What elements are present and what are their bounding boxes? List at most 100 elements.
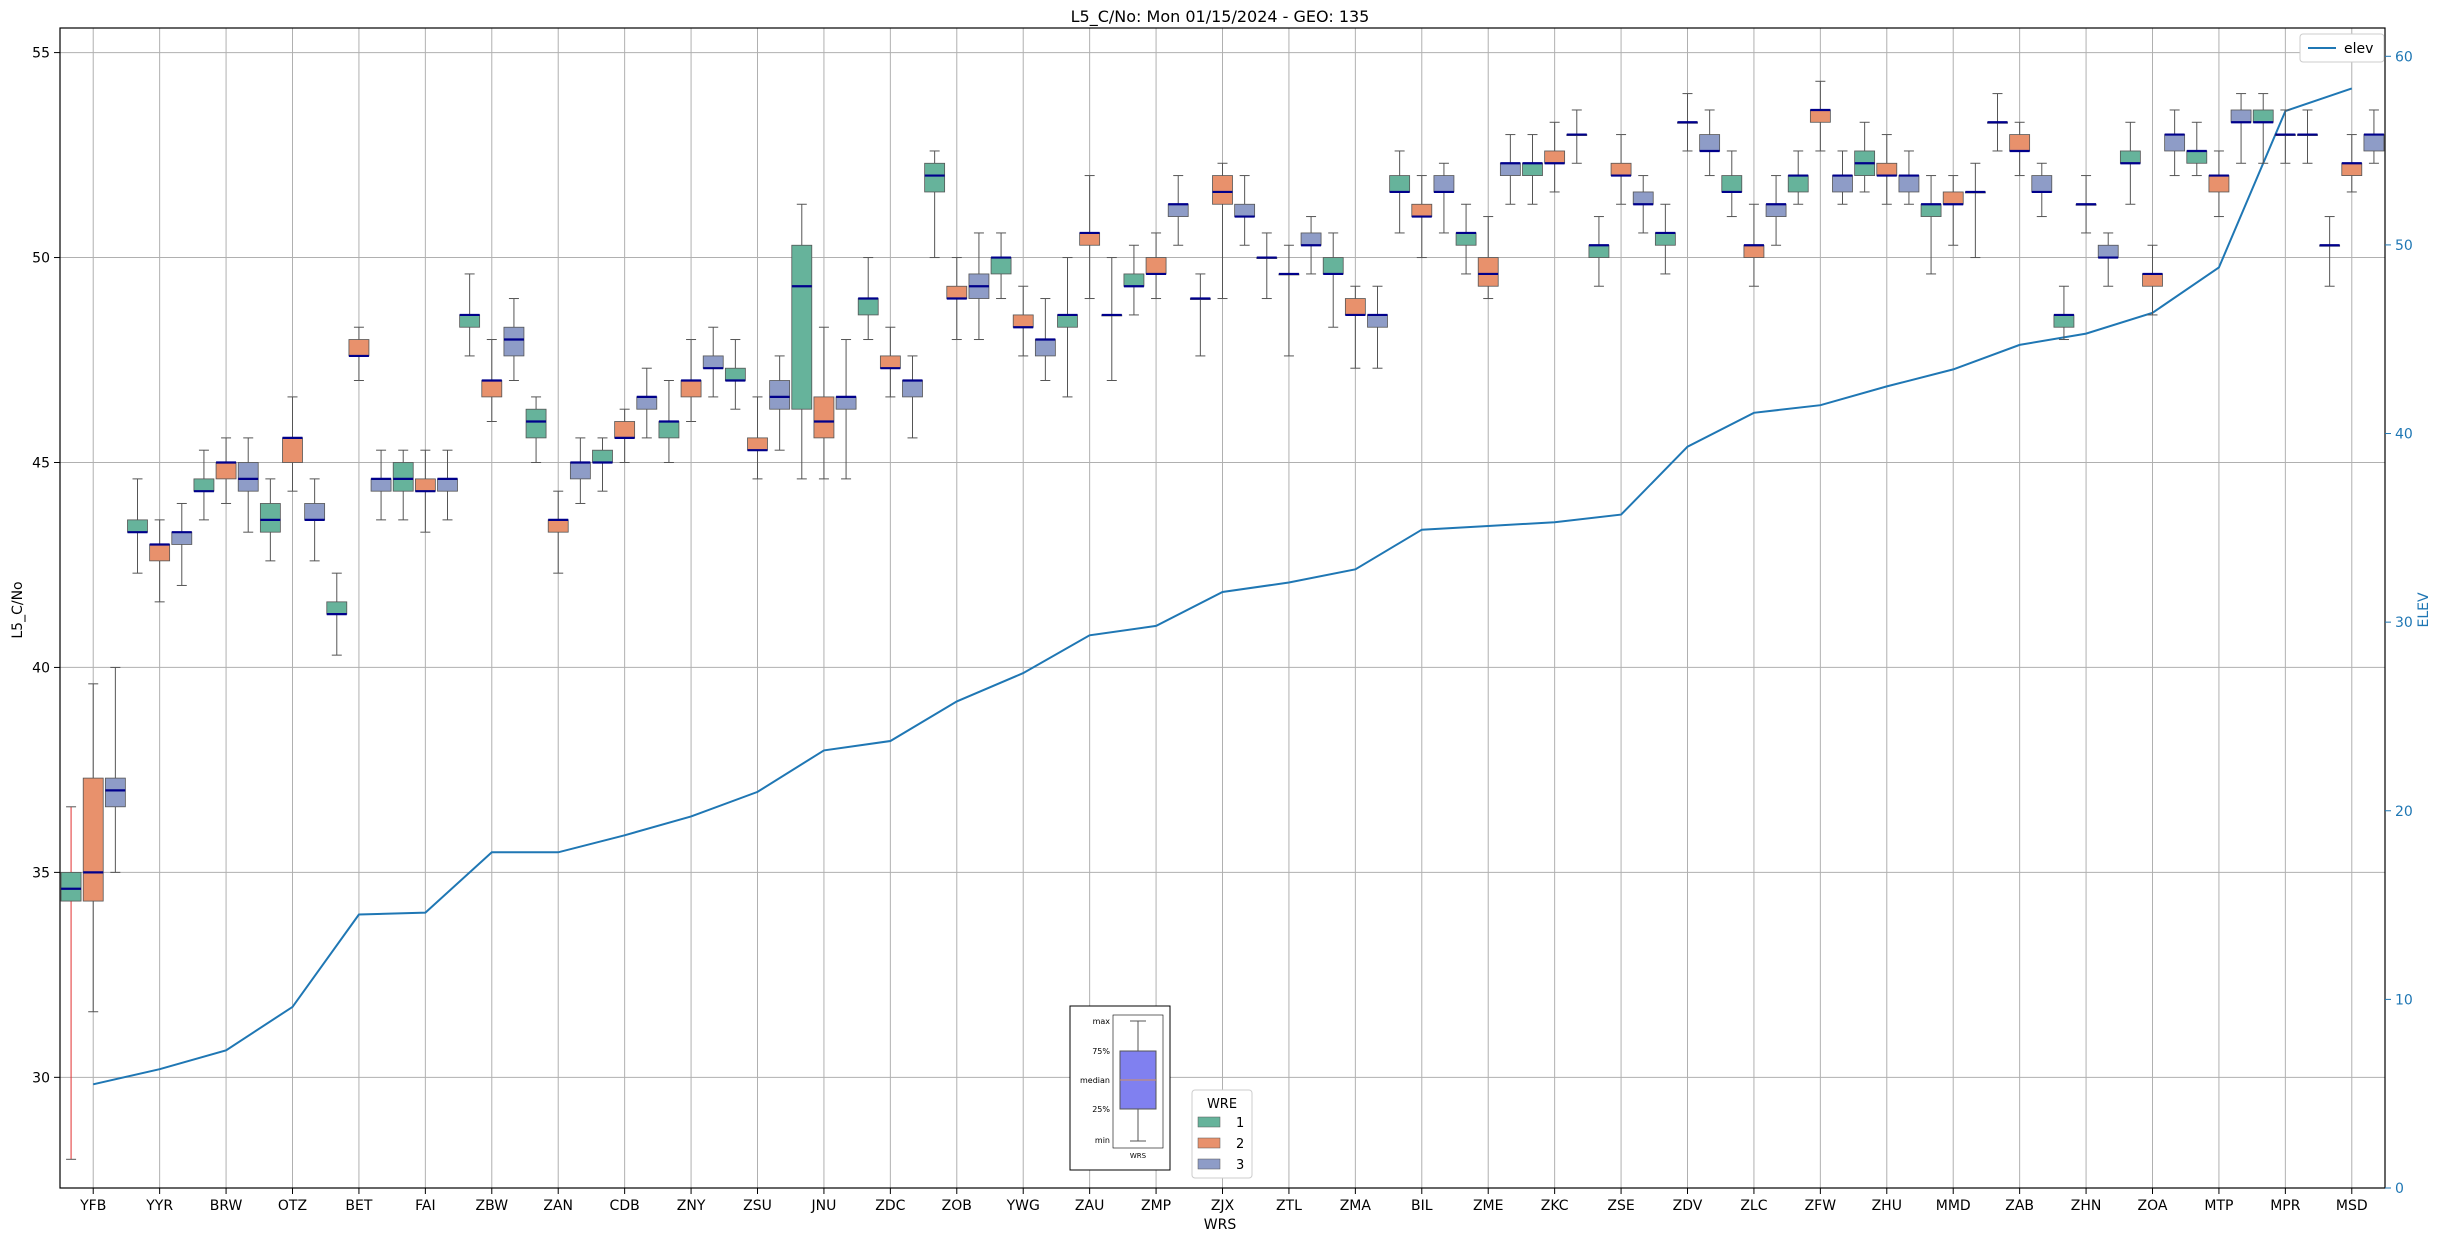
box-iqr bbox=[370, 478, 392, 492]
box-iqr bbox=[791, 244, 813, 410]
key-label-max: max bbox=[1093, 1017, 1111, 1026]
box-iqr bbox=[924, 162, 946, 193]
box-iqr bbox=[282, 437, 303, 463]
x-tick-label: MSD bbox=[2336, 1198, 2368, 1214]
box-ZHU-wre1 bbox=[1854, 121, 1876, 193]
box-iqr bbox=[1145, 257, 1167, 275]
legend-wre: WRE 1 2 3 bbox=[1191, 1089, 1253, 1179]
x-tick-label: YWG bbox=[1006, 1198, 1040, 1214]
x-tick-label: ZME bbox=[1473, 1198, 1504, 1214]
box-ZSU-wre3 bbox=[769, 355, 791, 451]
x-tick-label: ZAN bbox=[543, 1198, 573, 1214]
box-ZHN-wre1 bbox=[2053, 285, 2075, 341]
box-MSD-wre2 bbox=[2341, 134, 2363, 193]
box-iqr bbox=[1212, 175, 1233, 205]
box-BIL-wre2 bbox=[1411, 175, 1433, 259]
box-YWG-wre3 bbox=[1034, 298, 1056, 382]
legend-elev: elev bbox=[2299, 33, 2385, 63]
box-BIL-wre3 bbox=[1433, 162, 1455, 234]
box-ZDC-wre1 bbox=[857, 257, 879, 341]
box-MSD-wre3 bbox=[2363, 109, 2385, 164]
box-ZMA-wre3 bbox=[1367, 285, 1388, 369]
box-YYR-wre3 bbox=[171, 502, 193, 586]
box-MMD-wre2 bbox=[1942, 175, 1964, 246]
chart-title: L5_C/No: Mon 01/15/2024 - GEO: 135 bbox=[1071, 7, 1370, 27]
box-BRW-wre1 bbox=[193, 449, 215, 521]
box-ZFW-wre2 bbox=[1809, 80, 1831, 152]
box-iqr bbox=[1610, 162, 1632, 176]
box-ZSE-wre1 bbox=[1588, 216, 1610, 287]
x-tick-label: BRW bbox=[210, 1198, 243, 1214]
y-tick-label: 35 bbox=[32, 865, 50, 881]
x-tick-label: ZOA bbox=[2138, 1198, 2168, 1214]
box-ZBW-wre3 bbox=[503, 298, 525, 382]
box-ZNY-wre1 bbox=[658, 380, 680, 463]
legend-wre-label-1: 1 bbox=[1236, 1116, 1244, 1131]
box-iqr bbox=[304, 503, 326, 521]
x-tick-label: JNU bbox=[810, 1198, 836, 1214]
box-ZHN-wre2 bbox=[2075, 175, 2097, 234]
x-tick-label: ZDV bbox=[1673, 1198, 1703, 1214]
box-JNU-wre2 bbox=[813, 326, 835, 480]
box-CDB-wre1 bbox=[592, 437, 613, 492]
x-tick-label: ZMP bbox=[1141, 1198, 1171, 1214]
box-iqr bbox=[946, 285, 968, 299]
box-iqr bbox=[1367, 314, 1388, 328]
box-ZKC-wre1 bbox=[1522, 134, 1543, 205]
box-YYR-wre2 bbox=[149, 519, 171, 603]
box-MSD-wre1 bbox=[2319, 216, 2341, 287]
box-iqr bbox=[990, 257, 1012, 275]
x-tick-label: CDB bbox=[610, 1198, 640, 1214]
box-iqr bbox=[769, 380, 791, 410]
box-key-inset: max 75% median 25% min WRS bbox=[1069, 1005, 1171, 1171]
box-OTZ-wre3 bbox=[304, 478, 326, 562]
box-CDB-wre2 bbox=[614, 408, 636, 463]
x-tick-label: MPR bbox=[2270, 1198, 2301, 1214]
box-ZLC-wre1 bbox=[1721, 150, 1743, 218]
box-MTP-wre1 bbox=[2186, 121, 2208, 177]
box-ZSE-wre3 bbox=[1632, 175, 1654, 234]
box-BRW-wre2 bbox=[215, 437, 237, 504]
x-tick-label: ZDC bbox=[875, 1198, 905, 1214]
box-MPR-wre1 bbox=[2252, 93, 2274, 164]
key-label-q3: 75% bbox=[1092, 1047, 1110, 1056]
box-iqr bbox=[1411, 203, 1433, 217]
box-MMD-wre1 bbox=[1920, 175, 1942, 275]
box-iqr bbox=[1544, 150, 1566, 164]
box-YFB-wre2 bbox=[82, 683, 104, 1013]
box-ZDV-wre1 bbox=[1654, 203, 1676, 275]
box-YYR-wre1 bbox=[127, 478, 148, 574]
box-iqr bbox=[1300, 232, 1322, 246]
x-tick-label: ZAB bbox=[2005, 1198, 2034, 1214]
box-ZOB-wre3 bbox=[968, 232, 990, 341]
box-MTP-wre2 bbox=[2208, 150, 2230, 218]
box-ZOB-wre2 bbox=[946, 257, 968, 341]
box-layer bbox=[60, 80, 2385, 1160]
legend-wre-swatch-1 bbox=[1197, 1116, 1221, 1128]
box-iqr bbox=[2142, 273, 2163, 287]
box-ZSU-wre1 bbox=[724, 339, 746, 410]
box-iqr bbox=[2009, 134, 2031, 152]
box-iqr bbox=[1234, 203, 1256, 217]
x-tick-label: ZSE bbox=[1607, 1198, 1634, 1214]
box-MPR-wre2 bbox=[2274, 109, 2296, 164]
y-axis-label: L5_C/No bbox=[10, 581, 26, 638]
y-tick-label: 40 bbox=[32, 660, 50, 676]
box-ZAN-wre2 bbox=[547, 490, 569, 574]
x-tick-label: ZNY bbox=[677, 1198, 706, 1214]
box-iqr bbox=[902, 380, 923, 398]
x-tick-label: ZTL bbox=[1276, 1198, 1302, 1214]
box-iqr bbox=[525, 408, 547, 439]
x-tick-label: ZFW bbox=[1805, 1198, 1837, 1214]
box-ZAN-wre1 bbox=[525, 396, 547, 463]
box-iqr bbox=[1433, 175, 1455, 193]
box-iqr bbox=[1721, 175, 1743, 193]
box-iqr bbox=[2341, 162, 2363, 176]
box-ZJX-wre1 bbox=[1189, 273, 1211, 357]
box-ZSU-wre2 bbox=[747, 396, 768, 480]
box-FAI-wre3 bbox=[437, 449, 458, 521]
box-ZTL-wre3 bbox=[1300, 216, 1322, 275]
box-iqr bbox=[547, 519, 569, 533]
x-tick-label: ZAU bbox=[1075, 1198, 1104, 1214]
